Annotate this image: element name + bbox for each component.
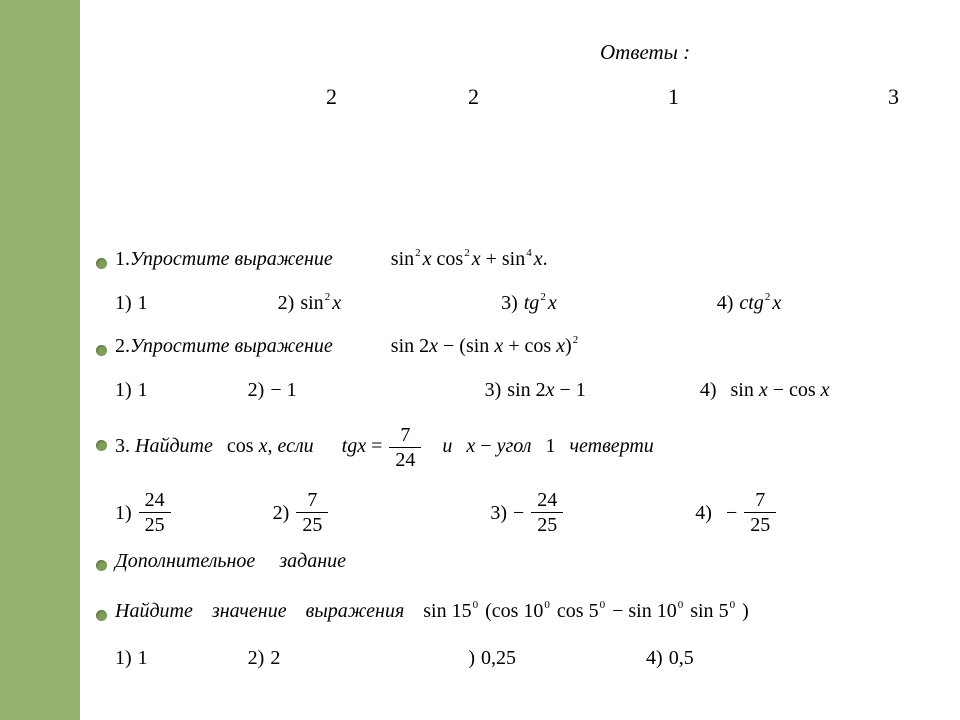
text: Найдите <box>115 600 193 622</box>
opt: 2)− 1 <box>248 379 297 401</box>
opt: 1) <box>115 503 132 523</box>
ans-value: 1 <box>668 84 679 109</box>
text: значение <box>212 600 287 622</box>
opt: 1)1 <box>115 292 148 314</box>
opt: 1)1 <box>115 379 148 401</box>
text: 2. <box>115 335 130 357</box>
q2-options: 1)1 2)− 1 3)sin 2x − 1 4)sin x − cos x <box>115 379 830 402</box>
answers-title: Ответы : <box>600 40 690 65</box>
q3-prompt: 3. Найдитеcos x, еслиtgx = 724 иx − угол… <box>115 425 654 470</box>
ans-value: 2 <box>468 84 479 109</box>
ans-value: 3 <box>888 84 899 109</box>
frac: 2425 <box>531 490 563 535</box>
text: Ответы : <box>600 40 690 64</box>
text: Дополнительное <box>115 550 255 572</box>
opt: 2)sin2x <box>278 292 341 314</box>
frac: 2425 <box>139 490 171 535</box>
q2-prompt: 2.Упростите выражение sin 2x − (sin x + … <box>115 335 580 358</box>
ans-value: 2 <box>326 84 337 109</box>
opt: )0,25 <box>468 647 516 669</box>
answers-row: 2 2 1 3 <box>326 84 899 110</box>
bullet-icon <box>96 610 107 621</box>
text: 3. <box>115 435 130 457</box>
content-area: Ответы : 2 2 1 3 1.Упростите выражение s… <box>80 0 960 720</box>
math: sin 150 (cos 100 cos 50 − sin 100 sin 50… <box>423 600 748 622</box>
opt: 4)− <box>695 503 737 523</box>
slide: Ответы : 2 2 1 3 1.Упростите выражение s… <box>0 0 960 720</box>
q1-options: 1)1 2)sin2x 3)tg2x 4)ctg2x <box>115 292 781 315</box>
opt: 4)0,5 <box>646 647 694 669</box>
opt: 3)tg2x <box>501 292 557 314</box>
opt: 2) <box>273 503 290 523</box>
opt: 3)sin 2x − 1 <box>485 379 586 401</box>
text: Упростите выражение <box>130 335 333 357</box>
extra-options: 1)1 2)2 )0,25 4)0,5 <box>115 647 694 670</box>
frac: 725 <box>296 490 328 535</box>
text: выражения <box>306 600 405 622</box>
text: 1. <box>115 248 130 270</box>
math: sin 2x − (sin x + cos x)2 <box>391 335 580 357</box>
bullet-icon <box>96 345 107 356</box>
bullet-icon <box>96 560 107 571</box>
text: Упростите выражение <box>130 248 333 270</box>
extra-heading: Дополнительное задание <box>115 550 346 573</box>
math: sin2x cos2x + sin4x. <box>391 248 548 270</box>
q3-options: 1) 2425 2) 725 3)− 2425 4)− 725 <box>115 490 778 535</box>
opt: 2)2 <box>248 647 281 669</box>
opt: 4)ctg2x <box>717 292 782 314</box>
frac: 725 <box>744 490 776 535</box>
opt: 3)− <box>490 503 524 523</box>
opt: 1)1 <box>115 647 148 669</box>
extra-prompt: Найдите значение выражения sin 150 (cos … <box>115 600 749 623</box>
sidebar-stripe <box>0 0 80 720</box>
bullet-icon <box>96 258 107 269</box>
text: Найдитеcos x, еслиtgx = <box>135 435 387 457</box>
text: задание <box>279 550 346 572</box>
q1-prompt: 1.Упростите выражение sin2x cos2x + sin4… <box>115 248 548 271</box>
frac: 724 <box>389 425 421 470</box>
opt: 4)sin x − cos x <box>700 379 830 401</box>
text: иx − угол1четверти <box>428 435 653 457</box>
bullet-icon <box>96 440 107 451</box>
